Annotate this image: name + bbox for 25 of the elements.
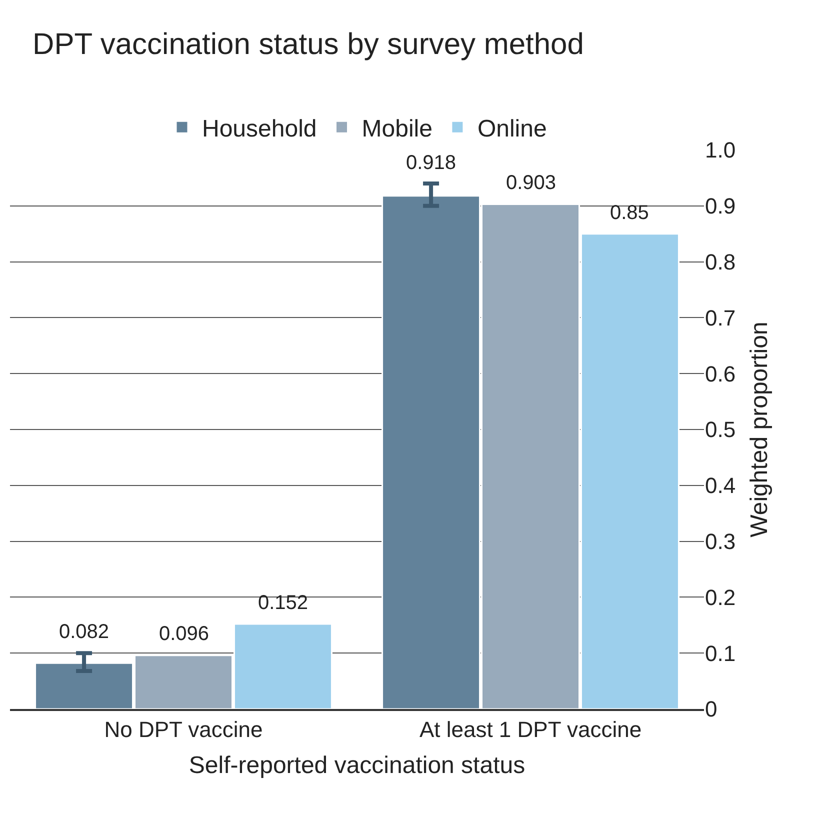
- y-axis-title: Weighted proportion: [746, 322, 773, 538]
- data-label: 0.082: [59, 621, 110, 643]
- y-tick-label: 1.0: [705, 138, 736, 163]
- x-tick-label: No DPT vaccine: [104, 717, 263, 742]
- legend-label: Household: [202, 115, 317, 142]
- data-label: 0.903: [506, 172, 556, 194]
- y-tick-label: 0.1: [705, 640, 736, 666]
- y-tick-label: 0.3: [705, 529, 736, 554]
- legend-label: Mobile: [362, 115, 432, 142]
- legend-label: Online: [477, 115, 547, 142]
- y-tick-label: 0.5: [705, 417, 736, 442]
- y-tick-label: 0.8: [705, 250, 736, 274]
- y-tick-label: 0.7: [705, 305, 736, 330]
- y-tick-label: 0.4: [705, 473, 736, 498]
- data-label: 0.096: [159, 623, 210, 645]
- x-axis-title: Self-reported vaccination status: [188, 752, 526, 779]
- data-label: 0.918: [406, 152, 456, 174]
- y-tick-label: 0: [705, 696, 718, 722]
- data-label: 0.85: [610, 202, 649, 224]
- y-tick-label: 0.6: [705, 361, 736, 386]
- data-label: 0.152: [258, 592, 308, 614]
- x-tick-label: At least 1 DPT vaccine: [419, 717, 642, 742]
- y-tick-label: 0.9: [705, 194, 736, 219]
- chart-title: DPT vaccination status by survey method: [32, 28, 584, 61]
- y-tick-label: 0.2: [705, 584, 736, 610]
